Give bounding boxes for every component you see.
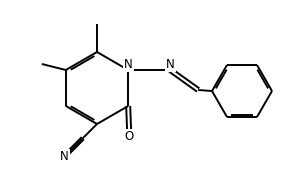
Text: N: N bbox=[124, 58, 132, 70]
Text: N: N bbox=[60, 150, 69, 163]
Text: N: N bbox=[166, 58, 174, 70]
Text: O: O bbox=[125, 130, 134, 144]
